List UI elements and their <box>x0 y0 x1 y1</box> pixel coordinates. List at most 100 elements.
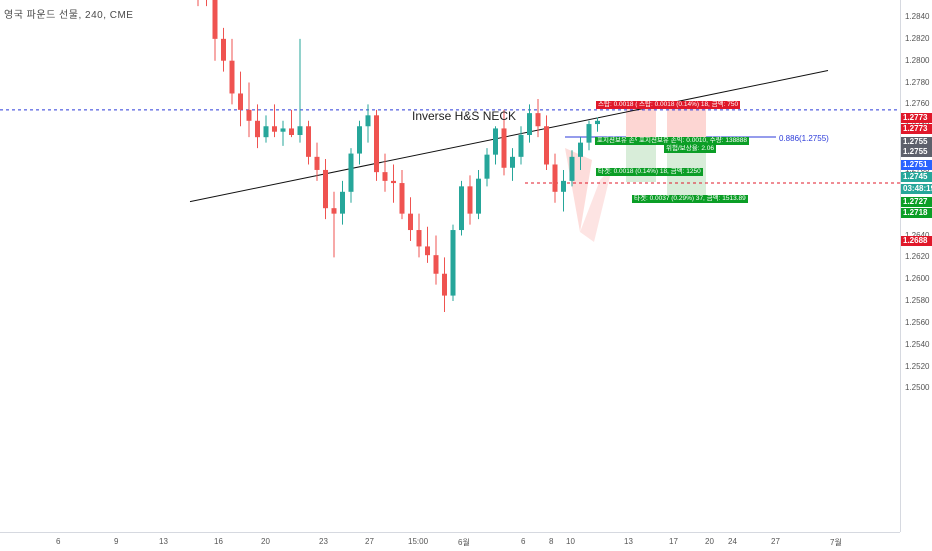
chart-title: 영국 파운드 선물, 240, CME <box>4 10 134 21</box>
time-tick-label: 10 <box>566 537 575 546</box>
fib-level-label: 0.886(1.2755) <box>779 134 829 143</box>
time-tick-label: 6 <box>56 537 61 546</box>
price-tick-label: 1.2520 <box>905 361 930 371</box>
time-tick-label: 27 <box>365 537 374 546</box>
candle-up[interactable] <box>263 126 269 138</box>
candle-down[interactable] <box>535 113 541 127</box>
price-tick-label: 1.2540 <box>905 339 930 349</box>
candle-down[interactable] <box>399 183 405 214</box>
candle-up[interactable] <box>450 230 456 296</box>
candle-up[interactable] <box>340 191 345 214</box>
candle-up[interactable] <box>569 156 575 181</box>
candle-down[interactable] <box>323 169 328 209</box>
price-tag: 1.2751 <box>901 160 932 170</box>
candle-up[interactable] <box>586 124 592 143</box>
candle-up[interactable] <box>365 115 371 127</box>
candle-up[interactable] <box>348 153 354 192</box>
time-tick-label: 16 <box>214 537 223 546</box>
neckline[interactable] <box>189 70 829 203</box>
candle-up[interactable] <box>561 180 566 192</box>
candle-up[interactable] <box>527 113 532 135</box>
candle-up[interactable] <box>595 120 600 125</box>
price-tick-label: 1.2800 <box>905 55 930 65</box>
candle-down[interactable] <box>442 273 447 296</box>
time-tick-label: 13 <box>159 537 168 546</box>
price-tag: 1.2688 <box>901 236 932 246</box>
stop-label-short: 스탑: 0.0018 ( <box>596 101 640 109</box>
price-tick-label: 1.2780 <box>905 77 930 87</box>
candle-down[interactable] <box>467 186 473 214</box>
candlestick-chart[interactable] <box>0 0 900 532</box>
candle-down[interactable] <box>501 128 507 168</box>
candle-down[interactable] <box>221 38 226 61</box>
candle-down[interactable] <box>212 0 218 39</box>
candle-down[interactable] <box>289 128 294 135</box>
harmonic-pattern-leg <box>580 168 612 242</box>
candle-down[interactable] <box>314 156 320 170</box>
candle-down[interactable] <box>408 213 413 231</box>
time-tick-label: 27 <box>771 537 780 546</box>
position-pnl-label-short: 포지션보유 손익 <box>595 137 643 145</box>
target-label: 타겟: 0.0037 (0.29%) 37, 금액: 1513.89 <box>632 195 748 203</box>
time-tick-label: 7월 <box>830 538 842 547</box>
price-tag: 1.2755 <box>901 147 932 157</box>
stop-zone <box>626 107 656 137</box>
time-tick-label: 23 <box>319 537 328 546</box>
time-tick-label: 8 <box>549 537 554 546</box>
candle-up[interactable] <box>280 128 286 132</box>
price-tag: 1.2718 <box>901 208 932 218</box>
candle-up[interactable] <box>357 126 362 154</box>
price-tick-label: 1.2600 <box>905 274 930 284</box>
position-pnl-label: 포지션보유 손익: 0.0010, 수량: 138888 <box>637 137 750 145</box>
candle-down[interactable] <box>238 93 243 110</box>
price-tag: 1.2745 <box>901 172 932 182</box>
candle-down[interactable] <box>229 60 235 94</box>
time-tick-label: 20 <box>261 537 270 546</box>
price-tag: 1.2755 <box>901 137 932 147</box>
stop-label: 스탑: 0.0018 (0.14%) 18, 금액: 750 <box>637 101 741 109</box>
price-tick-label: 1.2840 <box>905 12 930 21</box>
candle-down[interactable] <box>331 208 337 214</box>
time-axis[interactable]: 6 9 13 16 20 23 27 15:00 6월 6 8 10 13 17 20 24 27 7월 <box>0 532 900 551</box>
candle-down[interactable] <box>374 115 379 173</box>
risk-reward-label: 위험/보상율: 2.06 <box>664 145 716 153</box>
target-label-short: 타겟: 0.0018 (0.14%) 18, 금액: 1250 <box>596 168 703 176</box>
candle-up[interactable] <box>297 126 303 135</box>
price-axis[interactable]: 1.28401.28201.28001.27801.27601.27401.27… <box>900 0 932 532</box>
candle-up[interactable] <box>578 142 583 157</box>
price-tag: 1.2773 <box>901 113 932 123</box>
candle-up[interactable] <box>484 154 490 179</box>
price-tick-label: 1.2620 <box>905 252 930 262</box>
price-tag: 1.2727 <box>901 197 932 207</box>
candle-up[interactable] <box>493 128 498 155</box>
price-tick-label: 1.2760 <box>905 99 930 109</box>
time-tick-label: 15:00 <box>408 537 429 546</box>
candle-down[interactable] <box>544 126 549 165</box>
candle-down[interactable] <box>391 180 396 184</box>
price-tick-label: 1.2580 <box>905 296 930 306</box>
candle-down[interactable] <box>272 126 277 132</box>
candle-down[interactable] <box>255 120 260 138</box>
time-tick-label: 6 <box>521 537 526 546</box>
time-tick-label: 20 <box>705 537 714 546</box>
candle-down[interactable] <box>246 109 252 121</box>
candle-down[interactable] <box>552 164 558 192</box>
time-tick-label: 9 <box>114 537 119 546</box>
candle-down[interactable] <box>416 230 422 247</box>
candle-down[interactable] <box>433 255 439 274</box>
candle-up[interactable] <box>510 156 515 168</box>
price-tag: 1.2773 <box>901 124 932 134</box>
time-tick-label: 24 <box>728 537 737 546</box>
time-tick-label: 17 <box>669 537 678 546</box>
candle-down[interactable] <box>306 126 311 157</box>
price-tick-label: 1.2500 <box>905 383 930 393</box>
candle-up[interactable] <box>476 178 481 214</box>
candle-down[interactable] <box>425 246 430 256</box>
candle-up[interactable] <box>459 186 464 231</box>
time-tick-label: 6월 <box>458 538 470 547</box>
neckline-label: Inverse H&S NECK <box>412 109 517 123</box>
candle-down[interactable] <box>382 172 388 181</box>
candle-up[interactable] <box>518 134 524 157</box>
price-tick-label: 1.2820 <box>905 33 930 43</box>
